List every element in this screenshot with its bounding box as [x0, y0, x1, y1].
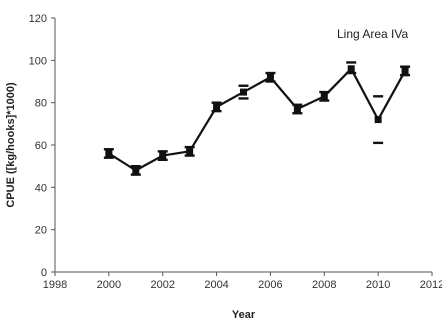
y-axis-label: CPUE ([kg/hooks]*1000): [5, 82, 17, 208]
x-tick-label: 1998: [43, 279, 67, 291]
x-tick-label: 2002: [150, 279, 174, 291]
data-point: [159, 152, 167, 160]
y-tick-label: 40: [35, 182, 47, 194]
x-tick-label: 2006: [258, 279, 282, 291]
x-tick-label: 2000: [97, 279, 121, 291]
data-point: [240, 88, 247, 96]
y-ticks: 0 20 40 60 80 100 120: [29, 13, 55, 279]
data-point: [293, 105, 301, 113]
x-tick-label: 2004: [204, 279, 228, 291]
data-point: [213, 103, 221, 111]
error-bars: [103, 61, 411, 176]
x-tick-label: 2012: [420, 279, 442, 291]
data-points: [105, 65, 409, 174]
data-point: [347, 65, 355, 73]
x-axis-label: Year: [232, 309, 256, 321]
y-tick-label: 120: [29, 13, 47, 25]
data-point: [401, 67, 409, 75]
x-tick-label: 2010: [366, 279, 390, 291]
axes: [54, 18, 432, 273]
chart-annotation: Ling Area IVa: [337, 27, 408, 41]
data-point: [186, 147, 194, 155]
series-line: [108, 67, 407, 172]
data-point: [132, 166, 140, 174]
data-point: [320, 92, 328, 100]
data-point: [105, 149, 113, 157]
x-ticks: 1998 2000 2002 2004 2006 2008 2010 2012: [43, 272, 442, 291]
y-tick-label: 80: [35, 98, 47, 110]
y-tick-label: 20: [35, 225, 47, 237]
y-tick-label: 100: [29, 55, 47, 67]
data-point: [374, 116, 382, 124]
y-tick-label: 0: [41, 267, 47, 279]
y-tick-label: 60: [35, 140, 47, 152]
x-tick-label: 2008: [312, 279, 336, 291]
data-point: [266, 73, 274, 81]
